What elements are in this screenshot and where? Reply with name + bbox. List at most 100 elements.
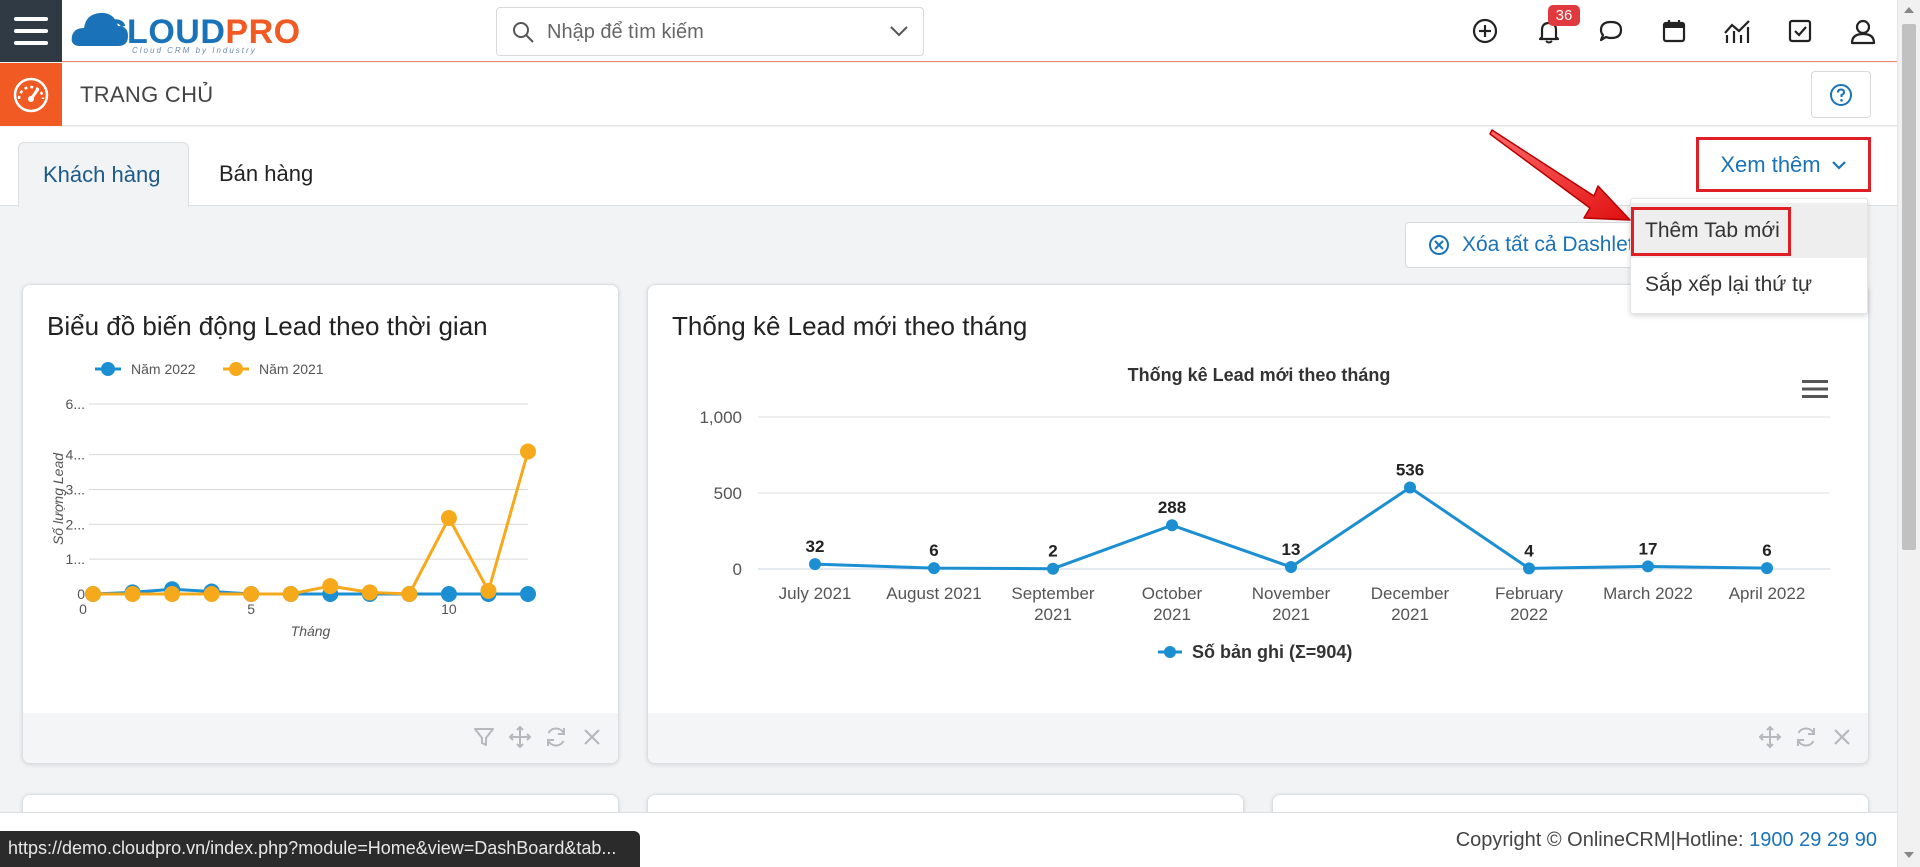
data-point (164, 586, 181, 602)
data-label: 536 (1396, 461, 1424, 480)
legend-marker (229, 362, 243, 376)
data-point (809, 558, 821, 571)
data-point (1404, 481, 1416, 494)
menu-icon[interactable] (0, 0, 62, 62)
data-label: 4 (1524, 541, 1534, 560)
refresh-icon[interactable] (1794, 725, 1818, 749)
chat-icon[interactable] (1594, 14, 1628, 48)
search-box[interactable] (496, 7, 924, 56)
data-point (203, 586, 220, 602)
user-icon[interactable] (1846, 14, 1880, 48)
delete-all-label: Xóa tất cả Dashlet (1462, 233, 1634, 256)
data-point (1047, 562, 1059, 575)
y-tick-label: 3... (66, 482, 85, 498)
new-lead-monthly-chart: Thống kê Lead mới theo tháng 0 500 1,000 Jul… (699, 365, 1830, 662)
x-tick-label: December 2021 (1371, 584, 1450, 624)
data-point (928, 562, 940, 575)
cloud-logo-icon (71, 12, 128, 46)
chevron-down-icon[interactable] (889, 24, 909, 38)
data-label: 288 (1158, 498, 1186, 517)
search-icon (513, 22, 534, 43)
x-tick-label: April 2022 (1729, 584, 1806, 603)
x-tick-label: 5 (247, 601, 255, 617)
x-axis-label: Tháng (291, 623, 331, 639)
x-tick-label: 10 (441, 601, 457, 617)
add-icon[interactable] (1468, 14, 1502, 48)
dashlet-footer (648, 713, 1868, 763)
scroll-down-arrow-icon[interactable] (1904, 852, 1914, 858)
notification-badge: 36 (1548, 5, 1580, 26)
legend-label: Số bản ghi (Σ=904) (1192, 642, 1352, 662)
x-tick-label: November 2021 (1252, 584, 1331, 624)
x-tick-label: 0 (79, 601, 87, 617)
close-icon[interactable] (580, 725, 604, 749)
move-icon[interactable] (1758, 725, 1782, 749)
x-tick-label: September 2021 (1011, 584, 1094, 624)
refresh-icon[interactable] (544, 725, 568, 749)
report-chart-icon[interactable] (1720, 14, 1754, 48)
chevron-down-icon (1831, 160, 1846, 170)
annotation-arrow-icon (1489, 129, 1631, 221)
data-point (520, 443, 536, 460)
hotline-link[interactable]: 1900 29 29 90 (1749, 829, 1877, 851)
tab-khach-hang[interactable]: Khách hàng (18, 142, 189, 207)
help-icon (1830, 83, 1852, 106)
data-label: 6 (929, 541, 938, 560)
y-tick-label: 1,000 (699, 408, 742, 427)
chart-menu-icon[interactable] (1800, 377, 1830, 401)
data-point (440, 586, 457, 602)
lead-trend-chart: 0 1... 2... 3... 4... 6... 0 5 10 Tháng Số lượng L… (50, 361, 536, 639)
chart-title: Thống kê Lead mới theo tháng (1128, 365, 1391, 385)
legend-marker (1164, 646, 1176, 658)
y-axis-label: Số lượng Lead (50, 452, 66, 545)
scroll-up-arrow-icon[interactable] (1904, 7, 1914, 13)
tab-ban-hang[interactable]: Bán hàng (219, 161, 314, 186)
data-label: 13 (1282, 540, 1301, 559)
data-point (124, 586, 141, 602)
dashlet-title: Thống kê Lead mới theo tháng (672, 311, 1028, 341)
dashlet-new-lead-monthly: Thống kê Lead mới theo tháng Thống kê Le… (647, 284, 1869, 764)
y-tick-label: 2... (66, 516, 85, 532)
legend-label: Năm 2021 (259, 361, 324, 377)
y-tick-label: 4... (66, 447, 85, 463)
move-icon[interactable] (508, 725, 532, 749)
add-new-tab-item[interactable]: Thêm Tab mới (1631, 203, 1867, 258)
help-button[interactable] (1811, 71, 1871, 118)
data-point (1642, 560, 1654, 573)
close-icon[interactable] (1830, 725, 1854, 749)
delete-all-dashlets-button[interactable]: Xóa tất cả Dashlet (1405, 222, 1635, 268)
series-line (93, 451, 530, 596)
dashlet-footer (23, 713, 618, 763)
dashlet-lead-trend: Biểu đồ biến động Lead theo thời gian 0 1… (22, 284, 619, 764)
more-dropdown-menu: Thêm Tab mới Sắp xếp lại thứ tự (1630, 198, 1868, 314)
data-point (1166, 519, 1178, 532)
logo[interactable]: CLOUDPRO Cloud CRM by Industry (70, 4, 300, 56)
reorder-tabs-item[interactable]: Sắp xếp lại thứ tự (1645, 272, 1813, 296)
data-label: 32 (806, 537, 825, 556)
calendar-icon[interactable] (1657, 14, 1691, 48)
page-title-bar: TRANG CHỦ (0, 63, 1897, 126)
close-circle-icon (1429, 235, 1449, 255)
data-point (1761, 562, 1773, 575)
filter-icon[interactable] (472, 725, 496, 749)
legend-marker (101, 362, 115, 376)
search-input[interactable] (547, 18, 867, 46)
more-button-label: Xem thêm (1720, 151, 1821, 177)
data-point (322, 578, 339, 595)
data-point (520, 586, 536, 602)
task-checkbox-icon[interactable] (1783, 14, 1817, 48)
more-button[interactable]: Xem thêm (1696, 137, 1871, 192)
dashboard-icon[interactable] (0, 63, 62, 126)
data-label: 6 (1762, 541, 1771, 560)
scroll-thumb[interactable] (1902, 24, 1916, 550)
data-point (361, 584, 378, 601)
y-tick-label: 6... (66, 396, 85, 412)
x-tick-label: February 2022 (1495, 584, 1564, 624)
status-bar-url: https://demo.cloudpro.vn/index.php?modul… (0, 831, 640, 867)
page-scrollbar[interactable] (1897, 0, 1920, 867)
x-tick-label: October 2021 (1142, 584, 1203, 624)
y-tick-label: 1... (66, 551, 85, 567)
page-title: TRANG CHỦ (80, 82, 214, 107)
x-tick-label: July 2021 (779, 584, 852, 603)
x-tick-label: August 2021 (886, 584, 981, 603)
